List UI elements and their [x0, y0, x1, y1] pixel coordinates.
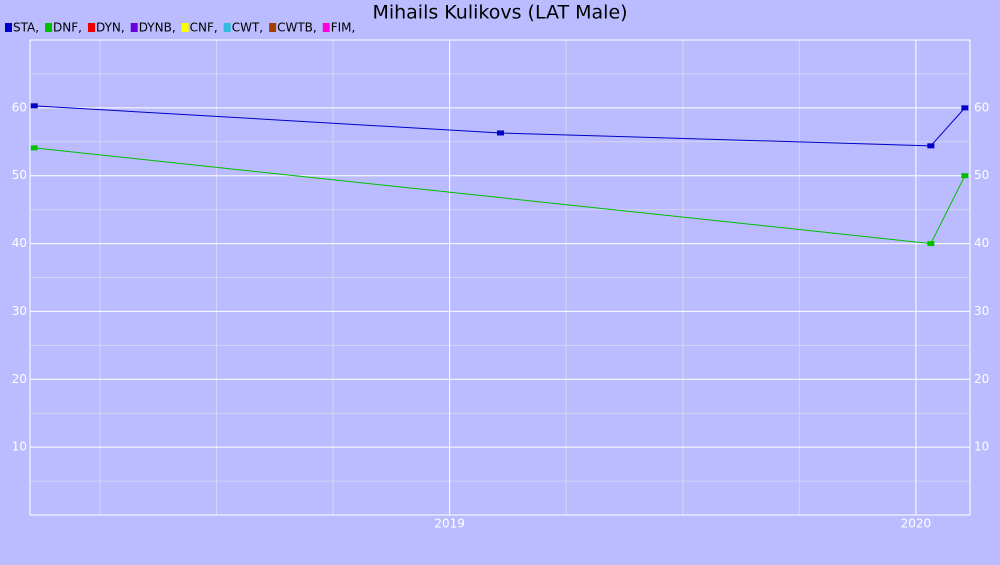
legend-label: CWT,: [232, 21, 263, 35]
legend-swatch: [322, 23, 330, 32]
y2-tick-label: 20: [974, 372, 989, 386]
legend-swatch: [87, 23, 95, 32]
legend-swatch: [130, 23, 138, 32]
y-tick-label: 60: [12, 100, 27, 114]
legend-swatch: [5, 23, 12, 32]
y2-tick-label: 10: [974, 440, 989, 454]
point: [961, 105, 969, 111]
chart-title: Mihails Kulikovs (LAT Male): [372, 2, 627, 24]
legend-label: CWTB,: [277, 21, 317, 35]
legend-swatch: [45, 23, 53, 32]
y-tick-label: 50: [12, 168, 27, 182]
y2-tick-label: 40: [974, 236, 989, 250]
plot-border: [29, 39, 971, 516]
y-tick-label: 40: [12, 236, 27, 250]
legend-label: FIM,: [331, 21, 356, 35]
point: [30, 145, 38, 151]
y2-tick-label: 60: [974, 100, 989, 114]
y-tick-label: 20: [12, 372, 27, 386]
point: [30, 103, 38, 109]
legend-label: DYNB,: [139, 21, 176, 35]
y2-tick-label: 30: [974, 304, 989, 318]
legend-swatch: [181, 23, 189, 32]
point: [927, 143, 935, 149]
y-tick-label: 30: [12, 304, 27, 318]
point: [927, 241, 935, 247]
legend-label: DNF,: [53, 21, 82, 35]
legend-swatch: [223, 23, 231, 32]
legend-label: STA,: [13, 21, 39, 35]
x-tick-label: 2020: [901, 517, 932, 531]
point: [496, 130, 504, 136]
legend-swatch: [269, 23, 277, 32]
legend-label: DYN,: [96, 21, 125, 35]
x-tick-label: 2019: [434, 517, 465, 531]
y-tick-label: 10: [12, 440, 27, 454]
legend-label: CNF,: [190, 21, 218, 35]
series-line: [34, 105, 966, 147]
y2-tick-label: 50: [974, 168, 989, 182]
point: [961, 173, 969, 179]
